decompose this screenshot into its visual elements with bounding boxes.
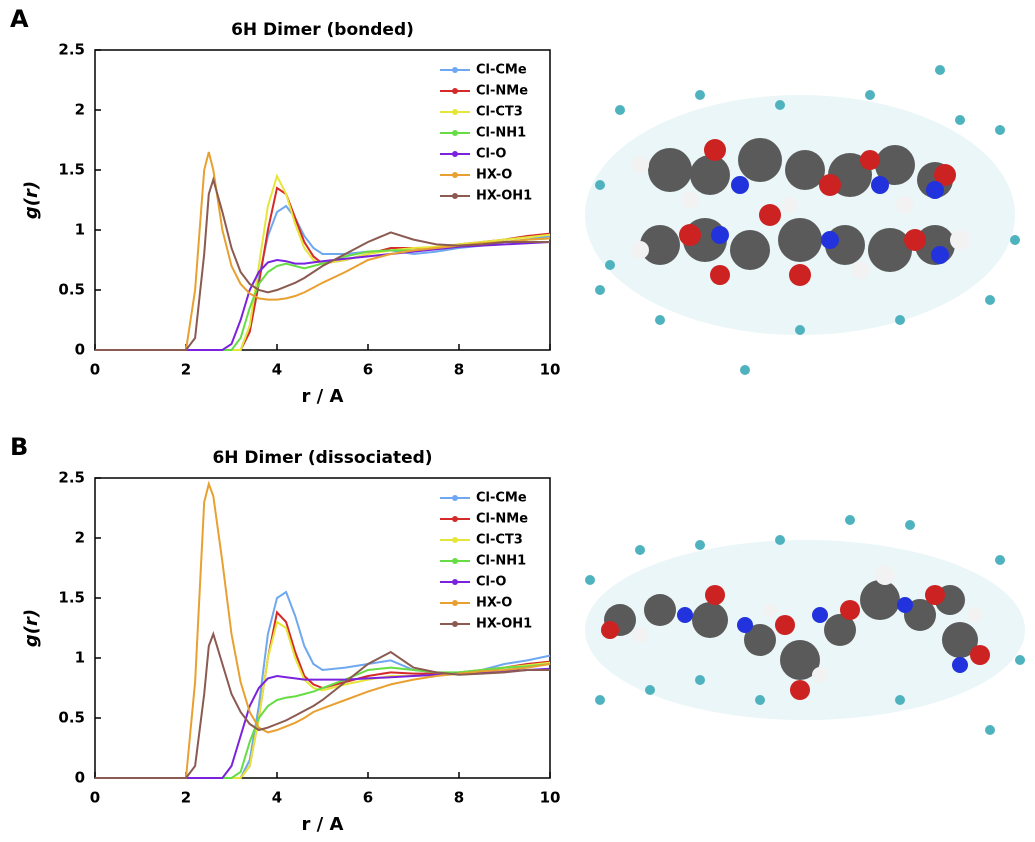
series-line <box>95 630 550 779</box>
legend-label: Cl-NMe <box>476 512 528 527</box>
legend-marker <box>452 600 458 606</box>
y-tick-label: 1.5 <box>58 589 85 607</box>
y-tick-label: 0 <box>75 769 85 787</box>
legend-label: Cl-CMe <box>476 491 527 506</box>
x-tick-label: 0 <box>90 361 100 379</box>
series-line <box>95 176 550 351</box>
series-line <box>95 610 551 779</box>
legend-marker <box>452 109 458 115</box>
y-axis-label: g(r) <box>21 609 42 647</box>
legend-label: Cl-CMe <box>476 63 527 78</box>
y-axis-label: g(r) <box>21 181 42 219</box>
y-tick-label: 1 <box>75 221 85 239</box>
y-tick-label: 0.5 <box>58 709 85 727</box>
legend-label: HX-O <box>476 168 512 183</box>
x-axis-label: r / A <box>302 386 344 407</box>
x-axis-label: r / A <box>302 814 344 835</box>
x-tick-label: 8 <box>454 361 464 379</box>
x-tick-label: 4 <box>272 789 282 807</box>
legend-marker <box>452 579 458 585</box>
legend-marker <box>452 130 458 136</box>
legend-marker <box>452 172 458 178</box>
series-line <box>95 186 551 351</box>
chart-title: 6H Dimer (dissociated) <box>212 448 432 468</box>
molecule-bonded <box>585 65 1020 375</box>
legend-marker <box>452 151 458 157</box>
y-tick-label: 1 <box>75 649 85 667</box>
legend-marker <box>452 495 458 501</box>
y-tick-label: 2 <box>75 101 85 119</box>
legend-marker <box>452 88 458 94</box>
x-tick-label: 4 <box>272 361 282 379</box>
y-tick-label: 2.5 <box>58 469 85 487</box>
y-tick-label: 2 <box>75 529 85 547</box>
x-tick-label: 2 <box>181 361 191 379</box>
y-tick-label: 1.5 <box>58 161 85 179</box>
legend-label: Cl-O <box>476 147 506 162</box>
x-tick-label: 6 <box>363 789 373 807</box>
plot-frame <box>94 49 551 351</box>
legend-label: Cl-CT3 <box>476 533 523 548</box>
chart-title: 6H Dimer (bonded) <box>231 20 414 40</box>
legend-label: HX-OH1 <box>476 189 532 204</box>
legend-label: Cl-O <box>476 575 506 590</box>
legend-marker <box>452 537 458 543</box>
series-line <box>95 237 551 351</box>
legend-label: Cl-CT3 <box>476 105 523 120</box>
legend-label: Cl-NH1 <box>476 554 526 569</box>
series-line <box>95 204 551 351</box>
x-tick-label: 10 <box>540 361 561 379</box>
legend-marker <box>452 558 458 564</box>
molecule-dissociated <box>585 515 1025 735</box>
series-line <box>95 151 551 351</box>
legend-marker <box>452 193 458 199</box>
x-tick-label: 6 <box>363 361 373 379</box>
legend-marker <box>452 516 458 522</box>
legend-label: HX-OH1 <box>476 617 532 632</box>
x-tick-label: 8 <box>454 789 464 807</box>
panel-label: B <box>10 433 28 461</box>
legend-marker <box>452 67 458 73</box>
y-tick-label: 0.5 <box>58 281 85 299</box>
series-line <box>95 667 551 779</box>
series-line <box>95 663 551 779</box>
plot-frame <box>94 477 551 779</box>
legend-marker <box>452 621 458 627</box>
series-line <box>95 241 551 351</box>
y-tick-label: 2.5 <box>58 41 85 59</box>
x-tick-label: 0 <box>90 789 100 807</box>
legend-label: HX-O <box>476 596 512 611</box>
legend-label: Cl-NH1 <box>476 126 526 141</box>
x-tick-label: 10 <box>540 789 561 807</box>
x-tick-label: 2 <box>181 789 191 807</box>
series-line <box>95 480 551 779</box>
legend-label: Cl-NMe <box>476 84 528 99</box>
y-tick-label: 0 <box>75 341 85 359</box>
panel-label: A <box>10 5 29 33</box>
